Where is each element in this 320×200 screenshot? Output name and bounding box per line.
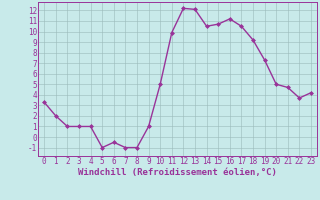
X-axis label: Windchill (Refroidissement éolien,°C): Windchill (Refroidissement éolien,°C) bbox=[78, 168, 277, 177]
